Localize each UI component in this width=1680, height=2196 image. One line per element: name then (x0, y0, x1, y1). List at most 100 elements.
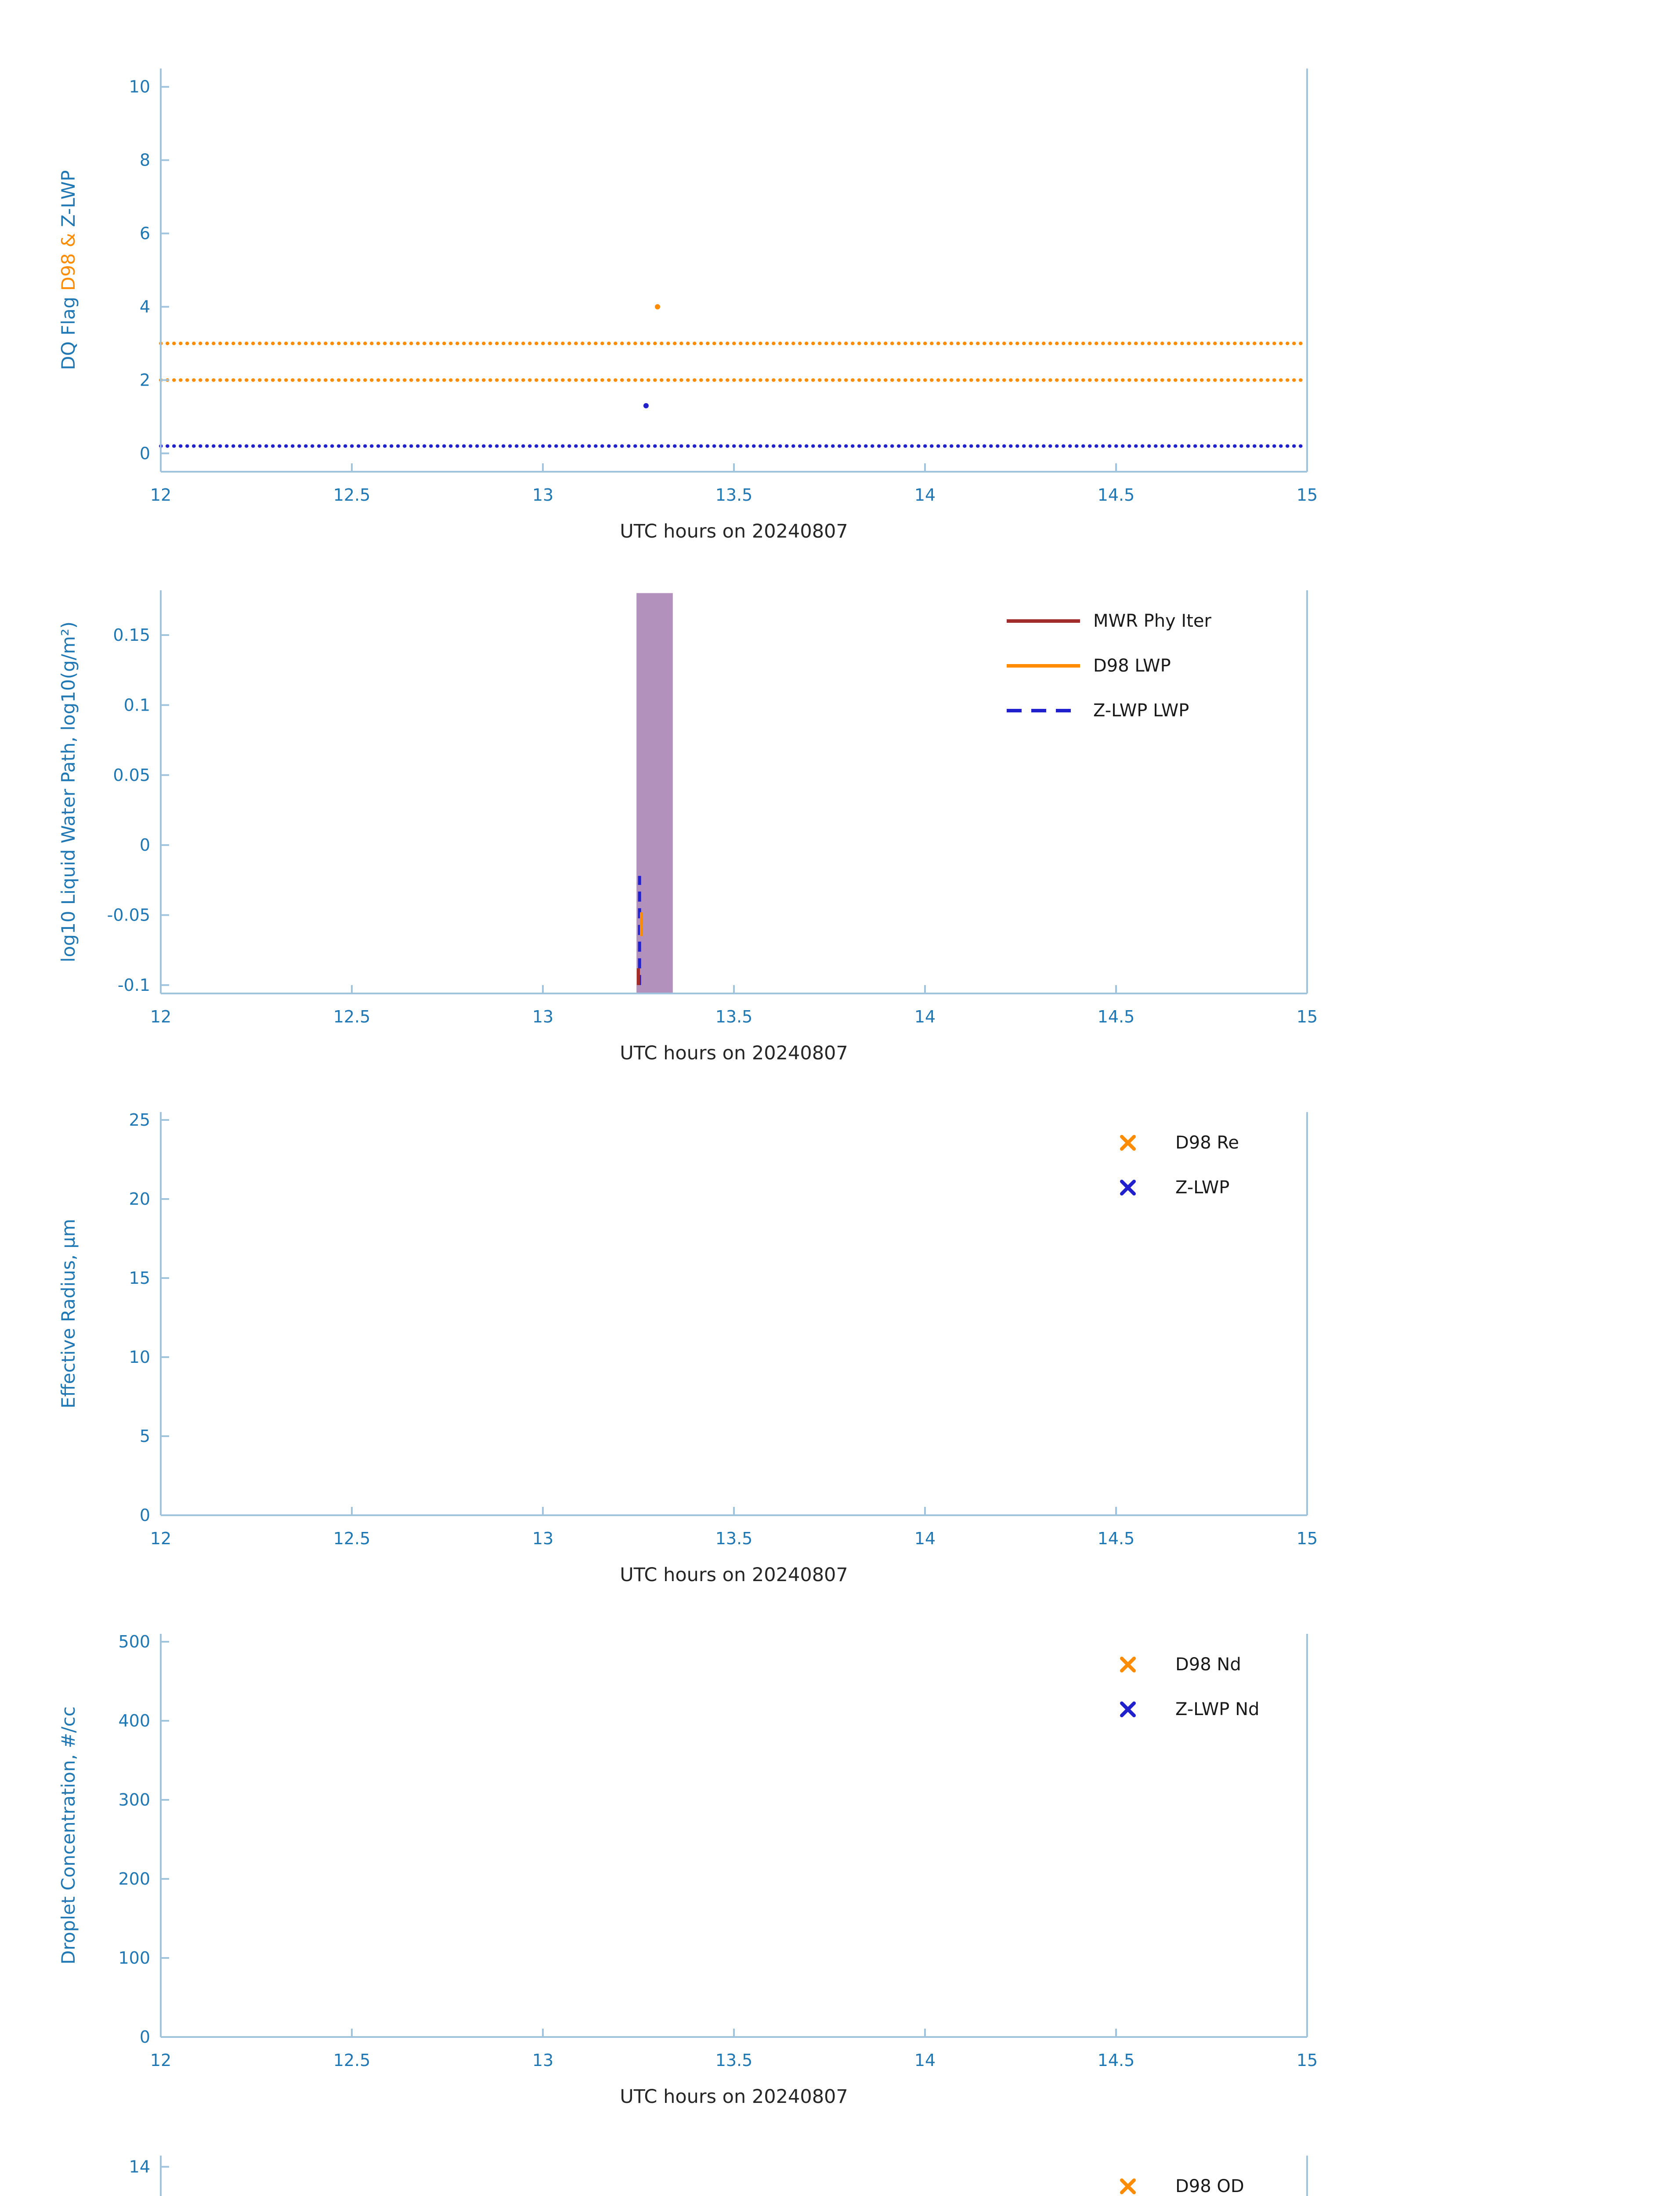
x-tick-label: 14.5 (1098, 1529, 1135, 1548)
y-tick-label: 5 (140, 1427, 150, 1446)
y-tick-label: -0.1 (118, 975, 150, 995)
x-axis: 12 12.5 13 13.5 14 14.5 15 UTC hours on 2024080… (150, 1507, 1318, 1586)
legend-marker-x (1120, 1701, 1136, 1717)
x-tick-label: 14 (914, 1007, 936, 1026)
axes-spines (160, 1634, 1308, 2038)
y-tick-label: 10 (129, 77, 150, 97)
y-axis-label: log10 Liquid Water Path, log10(g/m²) (58, 621, 79, 962)
series (159, 304, 1309, 448)
x-axis-label: UTC hours on 20240807 (620, 520, 848, 542)
legend-label: D98 Re (1175, 1133, 1239, 1153)
droplet-concentration-plot: 12 12.5 13 13.5 14 14.5 15 UTC hours on 2024080… (58, 1632, 1318, 2108)
x-tick-label: 13.5 (715, 1007, 753, 1026)
y-axis: -0.1 -0.05 0 0.05 0.1 0.15 log10 Liquid Water … (58, 621, 169, 995)
x-tick-label: 14 (914, 485, 936, 505)
legend-label: D98 LWP (1093, 656, 1171, 676)
y-tick-label: -0.05 (107, 906, 150, 925)
y-tick-label: 0.15 (113, 625, 150, 645)
x-tick-label: 15 (1297, 2051, 1318, 2070)
legend-marker-x (1120, 1657, 1136, 1672)
legend-label: Z-LWP LWP (1093, 701, 1189, 721)
chart-liquid-water-path: 12 12.5 13 13.5 14 14.5 15 UTC hours on 2024080… (0, 548, 1680, 1070)
x-axis: 12 12.5 13 13.5 14 14.5 15 UTC hours on 2024080… (150, 2029, 1318, 2108)
y-tick-label: 6 (140, 224, 150, 243)
x-tick-label: 14.5 (1098, 1007, 1135, 1026)
x-tick-label: 12 (150, 1007, 171, 1026)
legend-label: Z-LWP Nd (1175, 1699, 1259, 1719)
x-tick-label: 14.5 (1098, 2051, 1135, 2070)
x-tick-label: 15 (1297, 485, 1318, 505)
y-tick-label: 2 (140, 370, 150, 390)
y-tick-label: 100 (118, 1948, 150, 1968)
x-tick-label: 13 (532, 1007, 553, 1026)
chart-droplet-concentration: 12 12.5 13 13.5 14 14.5 15 UTC hours on 2024080… (0, 1592, 1680, 2113)
legend-label: Z-LWP (1175, 1177, 1229, 1198)
y-tick-label: 15 (129, 1268, 150, 1288)
y-tick-label: 25 (129, 1110, 150, 1130)
x-tick-label: 14 (914, 1529, 936, 1548)
y-axis: 0 100 200 300 400 500 Droplet Concentration, #… (58, 1632, 169, 2047)
y-tick-label: 0 (140, 835, 150, 855)
effective-radius-plot: 12 12.5 13 13.5 14 14.5 15 UTC hours on 2024080… (58, 1110, 1318, 1586)
axes-spines (160, 2156, 1308, 2196)
legend-label: D98 Nd (1175, 1654, 1241, 1675)
x-tick-label: 13 (532, 485, 553, 505)
y-tick-label: 20 (129, 1189, 150, 1209)
series (636, 593, 673, 993)
y-axis: 0 5 10 15 20 25 Effective Radius, μm (58, 1110, 169, 1525)
axes-spines (160, 590, 1308, 994)
chart-effective-radius: 12 12.5 13 13.5 14 14.5 15 UTC hours on 2024080… (0, 1070, 1680, 1592)
liquid-water-path-plot: 12 12.5 13 13.5 14 14.5 15 UTC hours on 2024080… (58, 590, 1318, 1064)
x-tick-label: 15 (1297, 1007, 1318, 1026)
y-tick-label: 0 (140, 2027, 150, 2047)
series-Z-LWP flag outlier (643, 403, 649, 408)
y-tick-label: 0 (140, 1506, 150, 1525)
x-tick-label: 13.5 (715, 2051, 753, 2070)
x-tick-label: 14.5 (1098, 485, 1135, 505)
x-tick-label: 12.5 (333, 1007, 371, 1026)
x-axis-label: UTC hours on 20240807 (620, 2086, 848, 2108)
y-axis-label: Effective Radius, μm (58, 1219, 79, 1409)
x-tick-label: 12 (150, 2051, 171, 2070)
y-tick-label: 200 (118, 1869, 150, 1889)
x-axis: 12 12.5 13 13.5 14 14.5 15 UTC hours on 2024080… (150, 463, 1318, 542)
axes-spines (160, 69, 1308, 473)
y-tick-label: 0.05 (113, 766, 150, 785)
x-axis-label: UTC hours on 20240807 (620, 1564, 848, 1586)
x-axis: 12 12.5 13 13.5 14 14.5 15 UTC hours on 2024080… (150, 985, 1318, 1064)
x-tick-label: 12 (150, 1529, 171, 1548)
y-axis-label: Droplet Concentration, #/cc (58, 1706, 79, 1965)
y-tick-label: 500 (118, 1632, 150, 1651)
y-tick-label: 0.1 (124, 695, 150, 715)
dq-flag-plot: 12 12.5 13 13.5 14 14.5 15 UTC hours on 2024080… (58, 69, 1318, 542)
legend: D98 Nd Z-LWP Nd (1120, 1654, 1259, 1719)
axes-spines (160, 1112, 1308, 1516)
y-tick-label: 8 (140, 151, 150, 170)
y-tick-label: 4 (140, 297, 150, 316)
y-tick-label: 400 (118, 1711, 150, 1730)
legend-label: MWR Phy Iter (1093, 611, 1212, 631)
x-tick-label: 13.5 (715, 1529, 753, 1548)
x-tick-label: 13 (532, 2051, 553, 2070)
x-tick-label: 12.5 (333, 2051, 371, 2070)
x-tick-label: 14 (914, 2051, 936, 2070)
x-tick-label: 12 (150, 485, 171, 505)
legend-marker-x (1120, 2178, 1136, 2194)
y-axis: 0 2 4 6 8 10 DQ Flag D98 & Z-LWP (58, 77, 169, 463)
series-D98 flag outlier (655, 304, 660, 310)
y-tick-label: 0 (140, 444, 150, 463)
legend-marker-x (1120, 1135, 1136, 1151)
x-tick-label: 12.5 (333, 485, 371, 505)
x-tick-label: 13 (532, 1529, 553, 1548)
x-tick-label: 12.5 (333, 1529, 371, 1548)
legend: D98 Re Z-LWP (1120, 1133, 1239, 1198)
y-axis-label: DQ Flag D98 & Z-LWP (58, 170, 79, 370)
y-tick-label: 14 (129, 2157, 150, 2177)
legend-marker-x (1120, 1180, 1136, 1196)
x-tick-label: 13.5 (715, 485, 753, 505)
legend-label: D98 OD (1175, 2176, 1244, 2196)
chart-dq-flag: 12 12.5 13 13.5 14 14.5 15 UTC hours on 2024080… (0, 26, 1680, 548)
